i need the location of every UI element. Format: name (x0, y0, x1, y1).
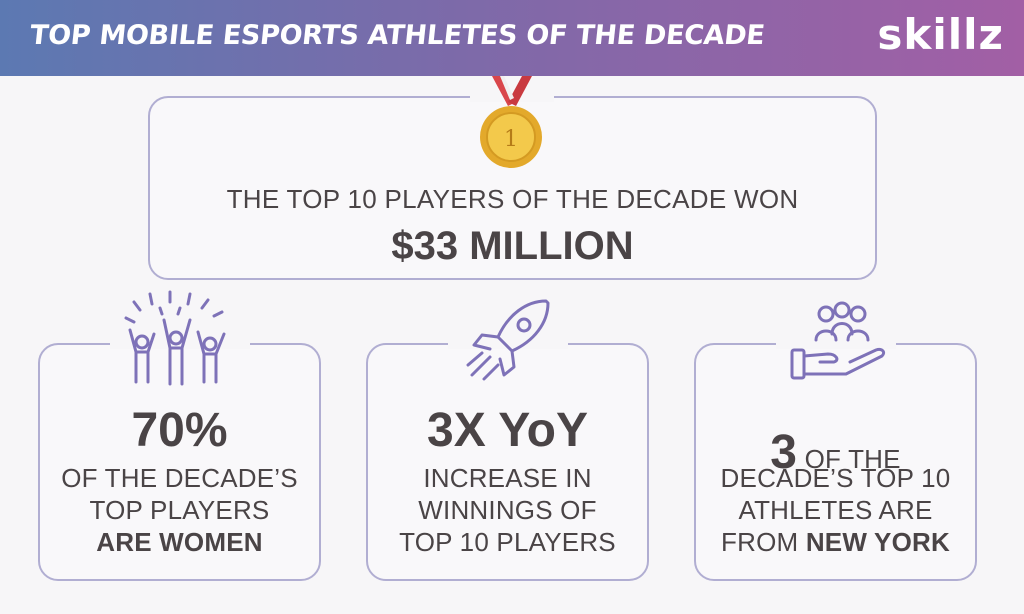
celebrating-people-icon (124, 290, 226, 386)
ny-stat-line4: FROM NEW YORK (696, 527, 975, 558)
prize-amount: $33 MILLION (391, 224, 634, 268)
ny-stat-line4-pre: FROM (721, 527, 806, 557)
ny-stat-line1: 3 OF THE (696, 425, 975, 480)
brand-logo: skillz (877, 10, 1004, 59)
new-york-stat-card: 3 OF THE DECADE’S TOP 10 ATHLETES ARE FR… (694, 343, 977, 581)
ny-stat-line3: ATHLETES ARE (738, 495, 933, 525)
growth-stat-line3: TOP 10 PLAYERS (399, 527, 616, 557)
growth-stat-line1: INCREASE IN (423, 463, 592, 493)
ny-stat-city: NEW YORK (805, 527, 950, 557)
ny-stat-line1-rest: OF THE (797, 444, 901, 474)
growth-stat-value: 3X YoY (427, 404, 588, 457)
ny-stat-line2: DECADE’S TOP 10 (720, 463, 951, 493)
medal-number: 1 (504, 127, 518, 152)
women-stat-line3: ARE WOMEN (96, 527, 263, 557)
card-border-gap (776, 335, 896, 349)
women-stat-value: 70% (131, 404, 228, 457)
growth-stat-card: 3X YoY INCREASE IN WINNINGS OF TOP 10 PL… (366, 343, 649, 581)
ny-stat-value: 3 (770, 426, 798, 479)
women-stat-line1: OF THE DECADE’S (61, 463, 298, 493)
header-banner: TOP MOBILE ESPORTS ATHLETES OF THE DECAD… (0, 0, 1024, 76)
rocket-icon (466, 299, 550, 381)
prize-lead-text: THE TOP 10 PLAYERS OF THE DECADE WON (226, 184, 799, 214)
women-stat-line2: TOP PLAYERS (89, 495, 270, 525)
growth-stat-line2: WINNINGS OF (418, 495, 597, 525)
medal-icon: 1 (480, 76, 542, 168)
community-hand-icon (790, 301, 886, 380)
page-title: TOP MOBILE ESPORTS ATHLETES OF THE DECAD… (28, 20, 767, 51)
